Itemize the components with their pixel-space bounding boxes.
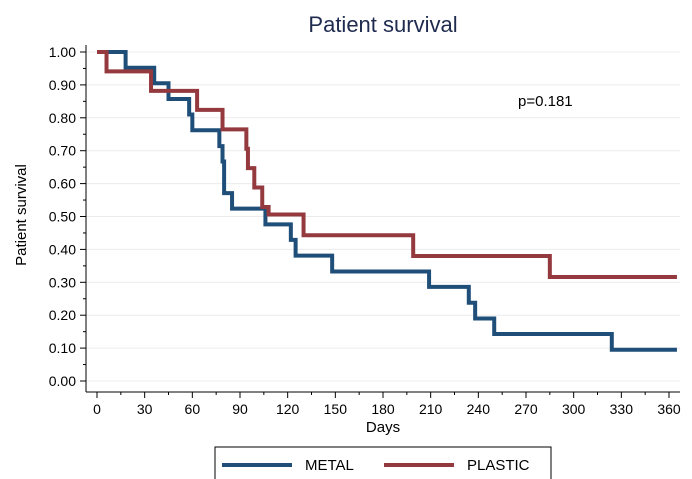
y-tick-label: 0.70 [49, 143, 76, 159]
y-ticks: 0.00 0.10 0.20 0.30 0.40 0.50 0.60 0.70 0.80 0.90… [49, 44, 86, 389]
chart-title: Patient survival [308, 12, 457, 37]
x-tick-label: 210 [419, 401, 443, 417]
x-tick-label: 360 [657, 401, 681, 417]
x-ticks: 0 30 60 90 120 150 180 210 240 270 300 330 360 [93, 392, 681, 417]
x-tick-label: 30 [137, 401, 153, 417]
p-value-annotation: p=0.181 [518, 93, 573, 110]
legend-label-metal: METAL [305, 457, 354, 474]
x-tick-label: 90 [232, 401, 248, 417]
y-axis-label: Patient survival [13, 164, 30, 266]
y-tick-label: 0.10 [49, 340, 76, 356]
x-tick-label: 240 [467, 401, 491, 417]
y-tick-label: 0.40 [49, 241, 76, 257]
x-tick-label: 330 [610, 401, 634, 417]
y-tick-label: 0.20 [49, 307, 76, 323]
x-tick-label: 120 [276, 401, 300, 417]
legend: METAL PLASTIC [214, 446, 552, 479]
x-tick-label: 150 [324, 401, 348, 417]
x-axis-label: Days [366, 419, 400, 436]
y-tick-label: 0.50 [49, 209, 76, 225]
series-lines [97, 50, 677, 352]
x-tick-label: 270 [514, 401, 538, 417]
y-tick-label: 0.30 [49, 274, 76, 290]
y-tick-label: 0.00 [49, 373, 76, 389]
y-tick-label: 0.80 [49, 110, 76, 126]
series-line-plastic [97, 50, 677, 280]
series-line-metal [97, 50, 677, 352]
legend-label-plastic: PLASTIC [467, 457, 530, 474]
y-tick-label: 1.00 [49, 44, 76, 60]
x-tick-label: 60 [185, 401, 201, 417]
y-tick-label: 0.90 [49, 77, 76, 93]
y-tick-label: 0.60 [49, 176, 76, 192]
x-tick-label: 300 [562, 401, 586, 417]
gridlines [86, 51, 680, 382]
x-tick-label: 0 [93, 401, 101, 417]
x-tick-label: 180 [371, 401, 395, 417]
